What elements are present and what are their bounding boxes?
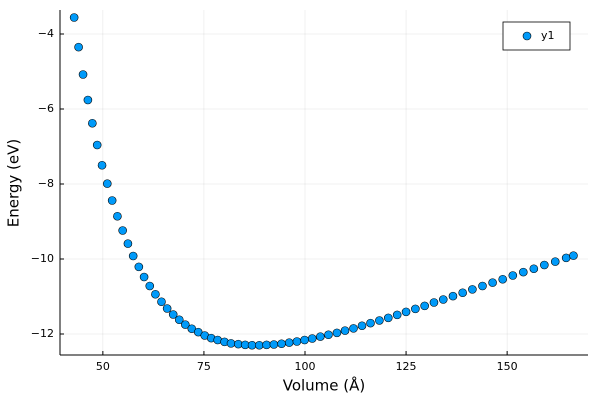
point [69, 13, 79, 22]
y-tick-label: −12 [31, 327, 54, 340]
point [383, 313, 393, 323]
point [181, 320, 190, 329]
legend-marker [522, 31, 532, 41]
point [401, 307, 411, 317]
point [498, 274, 507, 284]
point [508, 271, 518, 280]
point [134, 262, 144, 272]
y-axis-label: Energy (eV) [5, 139, 23, 227]
point [113, 211, 122, 221]
point [139, 272, 149, 282]
point [255, 340, 264, 350]
point [107, 196, 117, 205]
x-tick-label: 150 [497, 360, 518, 373]
point [316, 332, 325, 341]
point [83, 95, 93, 105]
point [411, 304, 420, 314]
point [324, 330, 333, 340]
point [128, 251, 138, 261]
point [438, 295, 448, 304]
point [103, 179, 112, 188]
point [151, 289, 160, 299]
point [340, 326, 350, 335]
legend-box [502, 21, 571, 51]
x-tick-label: 50 [96, 360, 110, 373]
y-tick-label: −10 [31, 252, 54, 265]
point [366, 318, 375, 328]
point [277, 339, 286, 349]
x-tick-label: 75 [197, 360, 211, 373]
point [247, 340, 257, 350]
point [529, 264, 539, 274]
point [118, 226, 127, 235]
point [162, 304, 172, 313]
point [375, 316, 384, 325]
point [468, 285, 477, 294]
point [145, 281, 155, 291]
point [429, 298, 439, 307]
y-tick-label: −6 [38, 102, 54, 115]
point [262, 340, 271, 350]
x-tick-label: 100 [294, 360, 315, 373]
y-tick-label: −8 [38, 177, 54, 190]
point [292, 337, 302, 346]
point [478, 281, 487, 291]
point [519, 267, 528, 277]
point [97, 160, 107, 170]
point [123, 239, 133, 248]
point [307, 334, 317, 343]
point [420, 301, 429, 311]
point [88, 118, 97, 128]
point [392, 310, 402, 320]
point [74, 42, 83, 52]
point [357, 321, 367, 331]
y-tick-label: −4 [38, 27, 54, 40]
point [157, 297, 166, 307]
point [349, 324, 358, 333]
point [561, 253, 571, 263]
point [92, 140, 102, 150]
point [226, 339, 236, 348]
point [78, 70, 88, 79]
point [448, 291, 458, 301]
point [332, 328, 342, 338]
point [168, 310, 178, 319]
point [569, 251, 578, 260]
point [550, 257, 560, 266]
x-axis-label: Volume (Å) [283, 376, 366, 395]
point [284, 338, 294, 347]
point [458, 288, 467, 298]
point [269, 340, 279, 349]
point [540, 260, 549, 270]
point [300, 335, 309, 345]
x-tick-label: 125 [396, 360, 417, 373]
point [174, 315, 184, 325]
point [488, 278, 497, 287]
legend-label: y1 [541, 29, 555, 42]
